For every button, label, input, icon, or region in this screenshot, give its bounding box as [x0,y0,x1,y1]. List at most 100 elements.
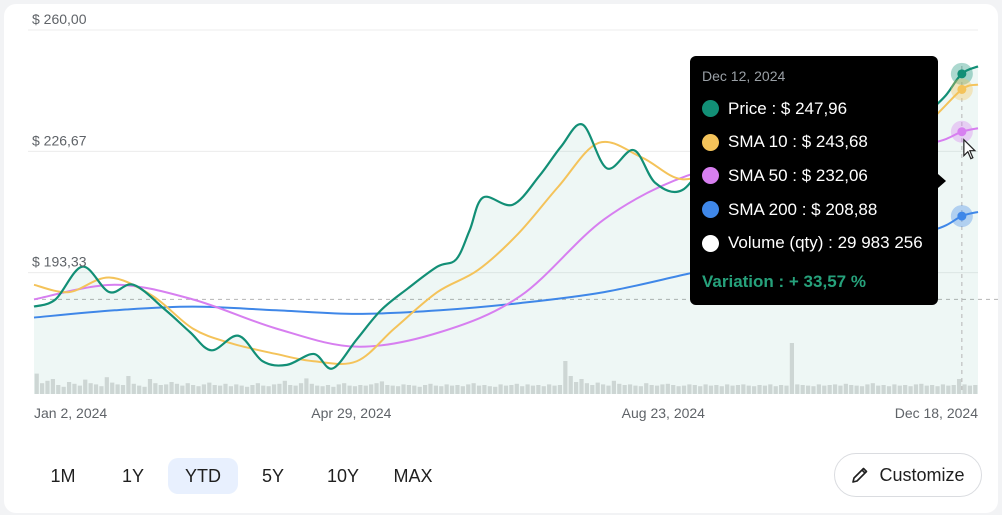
volume-bar [158,385,163,394]
volume-bar [649,385,654,394]
volume-bar [951,385,956,394]
cursor-point [957,211,967,221]
volume-bar [935,386,940,394]
volume-bar [536,385,541,394]
volume-bar [185,383,190,394]
volume-bar [449,385,455,394]
volume-bar [703,384,708,394]
range-5y-button[interactable]: 5Y [238,458,308,494]
sma10-dot-icon [702,133,719,151]
tooltip-row-volume: Volume (qty) : 29 983 256 [702,226,926,260]
volume-bar [293,385,298,394]
volume-bar [277,383,282,394]
volume-bar [390,385,395,394]
volume-bar [412,385,417,394]
mouse-pointer-icon [963,138,977,160]
volume-bar [110,382,115,394]
volume-bar [363,385,368,394]
volume-bar [654,385,660,394]
customize-label: Customize [879,464,965,485]
volume-bar [633,385,638,394]
volume-bar [854,385,859,394]
volume-bar [584,383,590,394]
volume-bar [164,384,169,394]
range-10y-button[interactable]: 10Y [308,458,378,494]
volume-bar [212,385,217,394]
volume-bar [39,383,45,394]
volume-bar [859,386,865,394]
volume-bar [681,385,687,394]
volume-bar [903,385,908,394]
volume-bar [406,385,411,394]
volume-bar [746,385,751,394]
volume-bar [908,386,913,394]
volume-bar [514,383,519,394]
volume-bar [574,382,579,394]
volume-bar [239,385,244,394]
tooltip-row-sma50: SMA 50 : $ 232,06 [702,159,926,193]
volume-bar [487,386,492,394]
volume-bar [886,386,892,394]
volume-bar [725,384,730,394]
volume-bar [768,384,773,394]
volume-bar [428,383,433,394]
hover-cursor [950,62,977,394]
volume-bar [773,386,778,394]
volume-bar [692,385,697,394]
volume-bar [530,385,536,394]
volume-bar [282,380,287,394]
volume-bar [762,385,768,394]
volume-bar [331,386,336,394]
volume-bar [309,383,314,394]
volume-bar [153,383,158,394]
range-max-button[interactable]: MAX [378,458,448,494]
volume-bar [358,385,363,394]
volume-bar [288,385,293,394]
x-tick-label: Apr 29, 2024 [311,405,391,421]
x-axis-labels: Jan 2, 2024 Apr 29, 2024 Aug 23, 2024 Dec 1… [34,405,978,421]
volume-bar [805,385,811,394]
volume-bar [795,384,800,394]
volume-bar [476,385,482,394]
volume-bar [849,385,854,394]
customize-button[interactable]: Customize [834,453,982,497]
tooltip-sma200: SMA 200 : $ 208,88 [728,199,878,219]
volume-bar [509,385,514,394]
volume-bar [266,386,271,394]
volume-bar [271,384,277,394]
volume-bar [433,385,438,394]
volume-bar [196,386,201,394]
volume-bar [207,382,212,394]
volume-bar [336,384,341,394]
volume-bar [708,385,714,394]
volume-bar [714,385,719,394]
tooltip-row-sma200: SMA 200 : $ 208,88 [702,193,926,227]
volume-bar [730,385,735,394]
volume-bar [838,385,843,394]
volume-bar [120,385,126,394]
x-tick-label: Jan 2, 2024 [34,405,107,421]
volume-bar [244,386,250,394]
volume-bar [255,383,260,394]
volume-bar [498,384,503,394]
range-ytd-button[interactable]: YTD [168,458,238,494]
volume-bar [735,385,741,394]
volume-bar [671,385,676,394]
range-1m-button[interactable]: 1M [28,458,98,494]
chart-tooltip: Dec 12, 2024 Price : $ 247,96 SMA 10 : $… [690,56,946,305]
volume-bar [843,383,848,394]
volume-bar [379,381,385,394]
volume-bar [304,378,309,394]
volume-bar [444,384,449,394]
range-1y-button[interactable]: 1Y [98,458,168,494]
y-axis-labels: $ 260,00 $ 226,67 $ 193,33 [32,11,87,270]
volume-bar [401,384,406,394]
volume-bar [417,386,422,394]
tooltip-arrow [938,174,946,188]
volume-bar [741,384,746,394]
volume-bar [298,383,304,394]
volume-bar [789,343,794,394]
volume-bar [525,384,530,394]
volume-bar [460,386,465,394]
volume-bar [218,385,223,394]
